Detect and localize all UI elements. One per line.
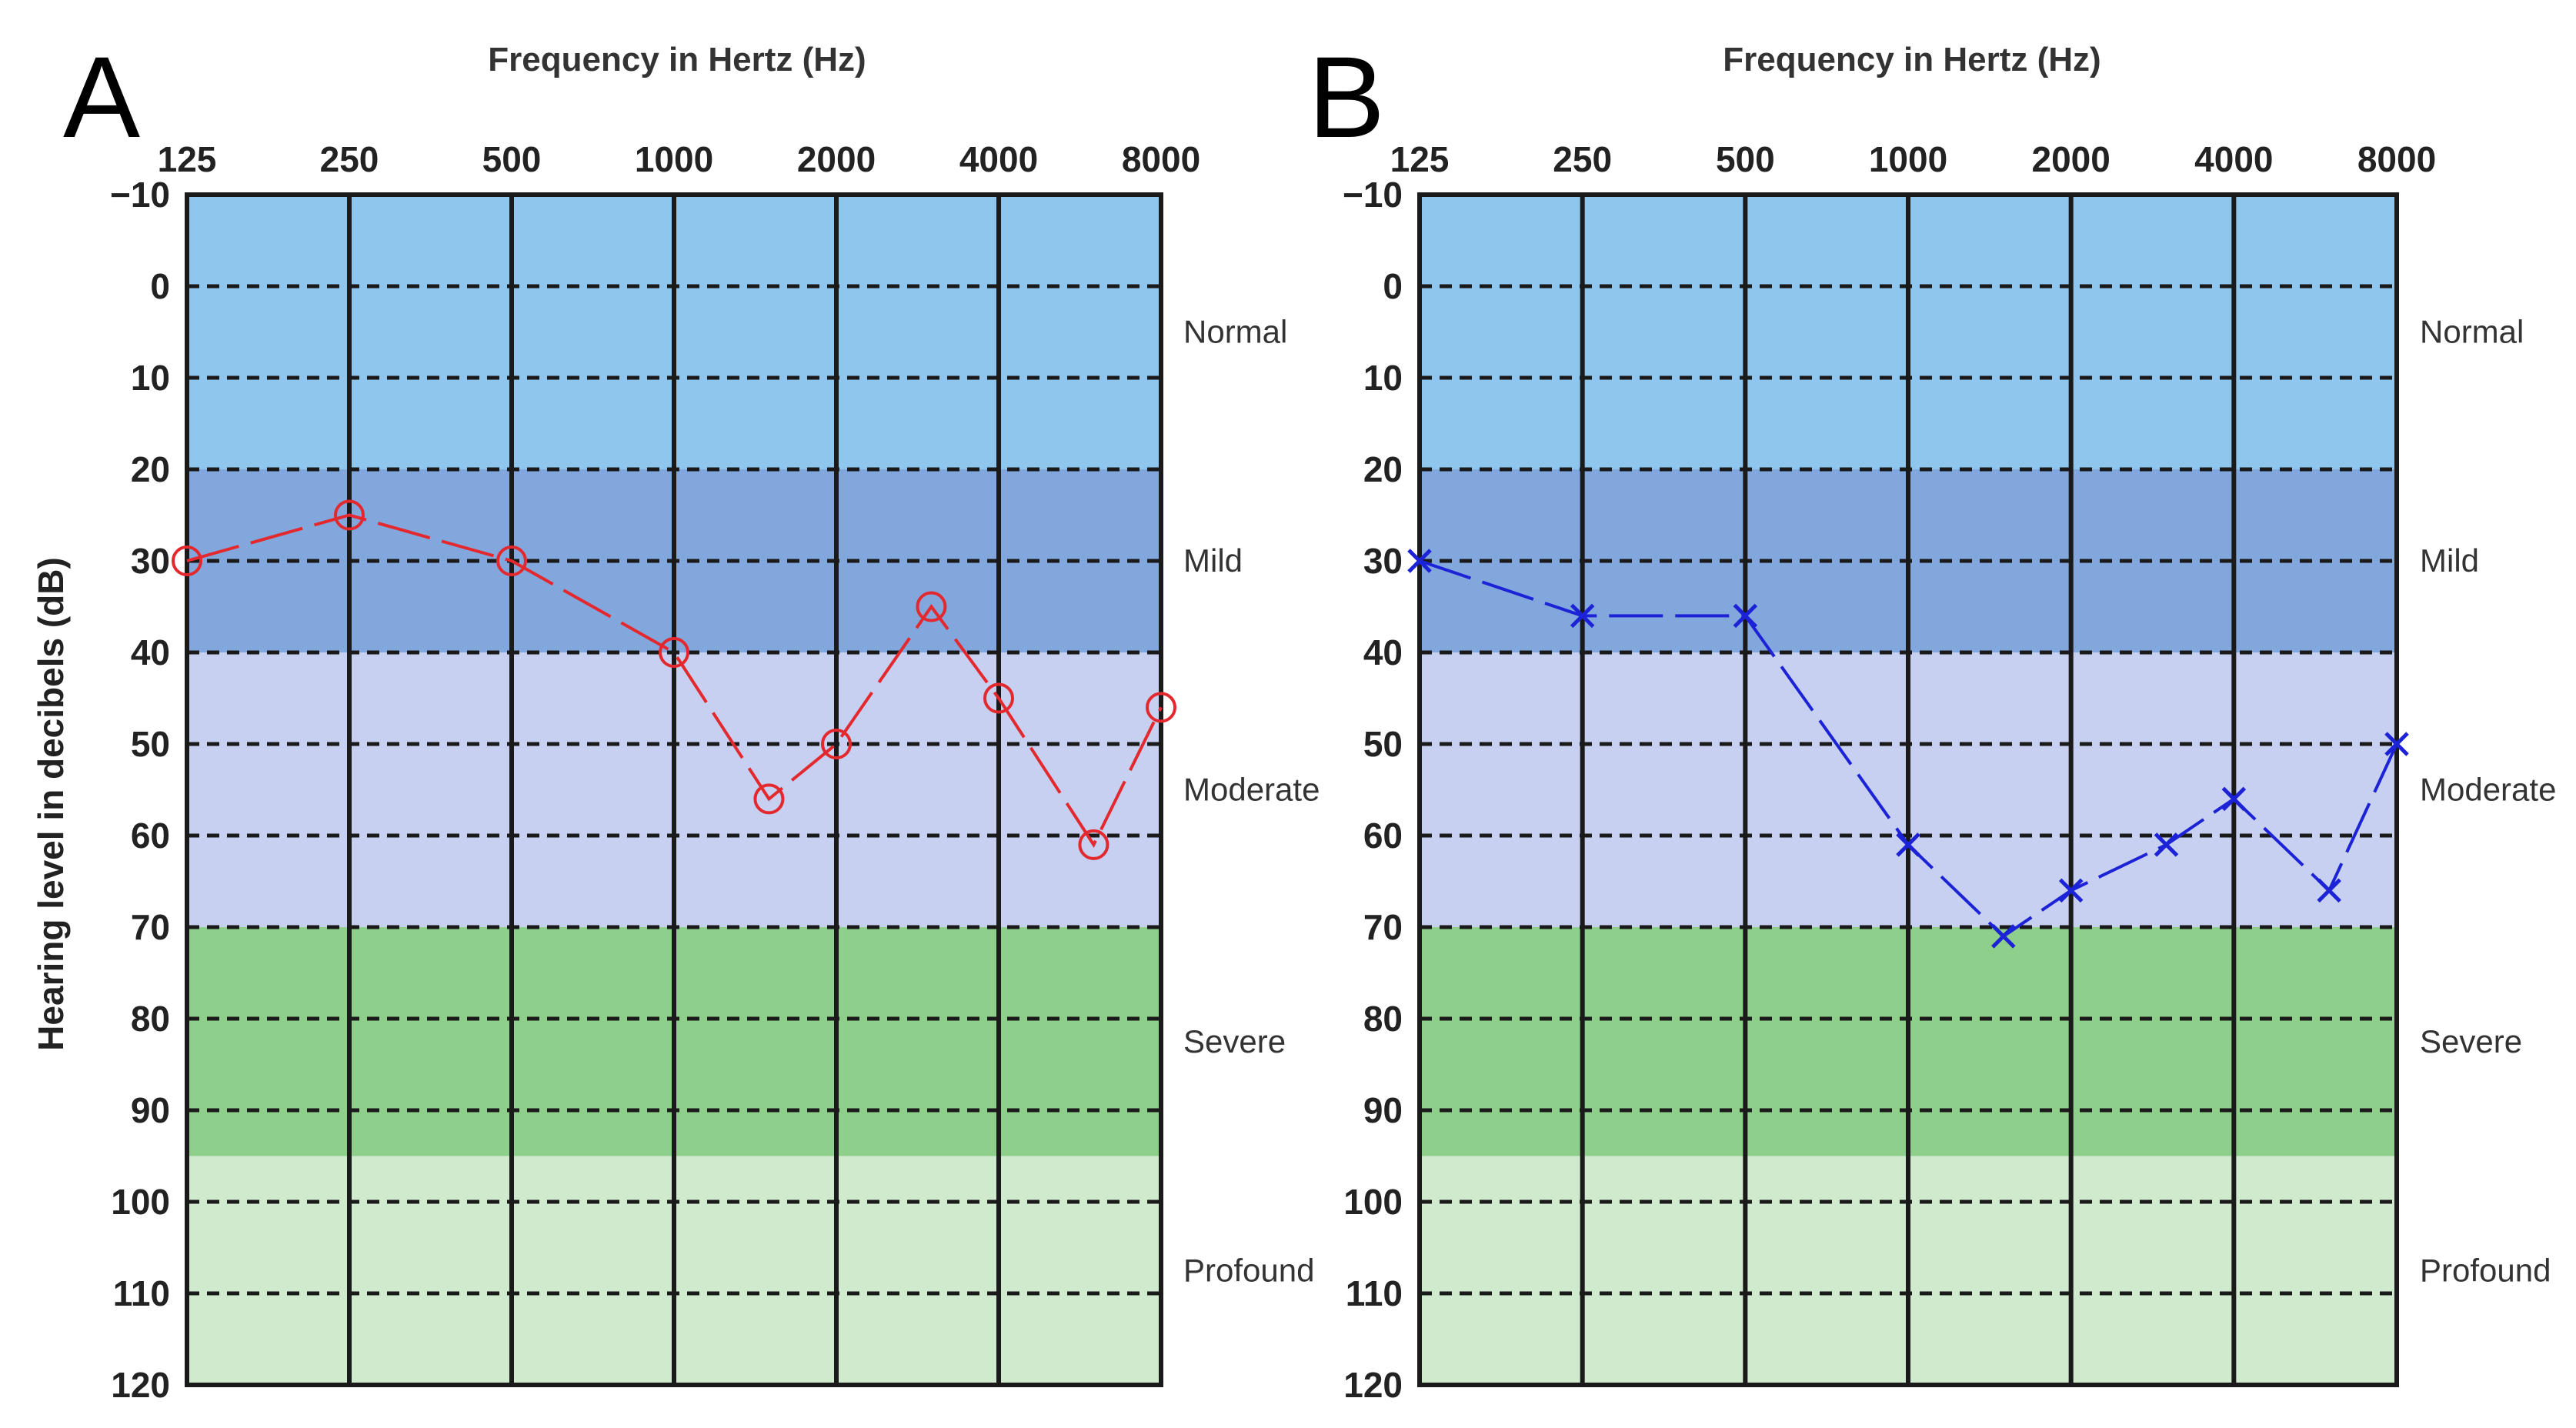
- panel-b-x-tick-4000: 4000: [2194, 139, 2273, 179]
- panel-a-y-tick-60: 60: [131, 816, 170, 856]
- panel-b-point-500hz: [1733, 603, 1758, 629]
- panel-b-point-1000hz: [1896, 832, 1920, 857]
- panel-a-point-8000hz: [1146, 692, 1176, 723]
- panel-b-y-tick-50: 50: [1363, 724, 1403, 764]
- panel-a-y-tick-110: 110: [113, 1273, 170, 1313]
- panel-b-letter: B: [1308, 32, 1385, 162]
- y-axis-title: Hearing level in decibels (dB): [31, 557, 71, 1051]
- panel-b-y-tick-70: 70: [1363, 907, 1403, 947]
- panel-a-y-tick-70: 70: [131, 907, 170, 947]
- panel-b-point-6000hz-stroke-2: [2317, 878, 2341, 903]
- panel-a-letter: A: [63, 32, 140, 162]
- panel-b-band-label-moderate: Moderate: [2420, 772, 2556, 808]
- panel-a-series-line: [186, 513, 1163, 848]
- panel-b-point-2000hz: [2058, 878, 2084, 903]
- panel-b-y-tick-110: 110: [1346, 1273, 1403, 1313]
- panel-a-frame: [185, 192, 1163, 1387]
- audiogram-panel-a: 125 250 500 1000 2000 4000 8000 −10 0 10 20 30 40 50 6…: [63, 32, 1320, 1405]
- panel-a-y-tick-120: 120: [111, 1365, 170, 1405]
- panel-a-point-1500hz: [753, 783, 785, 815]
- panel-a-y-tick-80: 80: [131, 999, 170, 1039]
- panel-b-point-8000hz: [2384, 732, 2409, 756]
- panel-a-y-tick-100: 100: [111, 1182, 170, 1222]
- audiogram-panel-b: 125 250 500 1000 2000 4000 8000 −10 0 10 20 30 40 50 6…: [1308, 32, 2556, 1405]
- panel-b-x-tick-250: 250: [1553, 139, 1612, 179]
- panel-a-x-tick-500: 500: [482, 139, 542, 179]
- panel-b-point-2000hz-stroke-2: [2058, 878, 2084, 903]
- panel-b-point-125hz: [1407, 549, 1432, 573]
- panel-a-point-2000hz: [821, 729, 852, 759]
- panel-a-y-tick-0: 0: [150, 266, 170, 306]
- panel-b-y-tick-120: 120: [1343, 1365, 1403, 1405]
- panel-a-y-tick-10: 10: [131, 358, 170, 398]
- panel-a-y-tick-50: 50: [131, 724, 170, 764]
- panel-a-point-6000hz: [1078, 829, 1109, 860]
- panel-a-point-3000hz: [916, 591, 947, 622]
- panel-b-point-1500hz-stroke-2: [1991, 924, 2016, 949]
- panel-b-x-tick-1000: 1000: [1869, 139, 1947, 179]
- panel-b-y-tick-80: 80: [1363, 999, 1403, 1039]
- panel-a-band-label-mild: Mild: [1183, 542, 1243, 579]
- panel-b-title: Frequency in Hertz (Hz): [1723, 41, 2101, 78]
- panel-a-band-label-moderate: Moderate: [1183, 772, 1320, 808]
- panel-b-point-3000hz: [2154, 832, 2179, 857]
- panel-a-x-tick-1000: 1000: [635, 139, 713, 179]
- panel-a-x-tick-4000: 4000: [959, 139, 1038, 179]
- panel-b-y-tick-90: 90: [1363, 1090, 1403, 1130]
- panel-a-point-250hz: [334, 499, 365, 531]
- panel-b-band-label-mild: Mild: [2420, 542, 2479, 579]
- panel-a-band-label-profound: Profound: [1183, 1252, 1314, 1288]
- panel-a-x-tick-250: 250: [320, 139, 379, 179]
- panel-b-point-4000hz: [2221, 786, 2247, 812]
- panel-a-point-4000hz: [983, 682, 1014, 714]
- panel-a-x-tick-125: 125: [158, 139, 217, 179]
- panel-a-point-125hz: [172, 546, 202, 576]
- panel-a-y-tick-90: 90: [131, 1090, 170, 1130]
- panel-b-point-250hz-stroke-2: [1570, 603, 1595, 629]
- panel-b-y-tick-40: 40: [1363, 632, 1403, 672]
- panel-b-y-tick-10: −10: [1343, 175, 1403, 215]
- panel-a-title: Frequency in Hertz (Hz): [488, 41, 866, 78]
- panel-b-point-4000hz-stroke-2: [2221, 786, 2247, 812]
- panel-b-point-1000hz-stroke-2: [1896, 832, 1920, 857]
- panel-b-y-tick-100: 100: [1343, 1182, 1403, 1222]
- panel-a-y-tick-40: 40: [131, 632, 170, 672]
- panel-b-y-tick-30: 30: [1363, 541, 1403, 581]
- panel-b-y-tick-0: 0: [1383, 266, 1403, 306]
- panel-a-y-tick-20: 20: [131, 449, 170, 489]
- panel-b-y-tick-60: 60: [1363, 816, 1403, 856]
- panel-b-point-6000hz: [2317, 878, 2341, 903]
- panel-b-point-250hz: [1570, 603, 1595, 629]
- panel-b-x-tick-125: 125: [1390, 139, 1450, 179]
- panel-a-point-500hz: [496, 546, 527, 576]
- panel-b-frame: [1417, 192, 2399, 1387]
- panel-b-point-1500hz: [1991, 924, 2016, 949]
- panel-b-y-tick-10: 10: [1363, 358, 1403, 398]
- panel-a-x-tick-8000: 8000: [1122, 139, 1200, 179]
- panel-b-series-line: [1419, 559, 2398, 939]
- panel-b-band-label-profound: Profound: [2420, 1252, 2551, 1288]
- panel-b-point-125hz-stroke-2: [1407, 549, 1432, 573]
- panel-a-band-label-severe: Severe: [1183, 1023, 1286, 1059]
- panel-a-y-tick-30: 30: [131, 541, 170, 581]
- panel-b-x-tick-8000: 8000: [2357, 139, 2436, 179]
- panel-a-y-tick-10: −10: [110, 175, 170, 215]
- panel-b-band-label-normal: Normal: [2420, 314, 2524, 350]
- panel-b-x-tick-2000: 2000: [2031, 139, 2110, 179]
- panel-b-point-8000hz-stroke-2: [2384, 732, 2409, 756]
- panel-b-y-tick-20: 20: [1363, 449, 1403, 489]
- panel-a-point-1000hz: [659, 637, 689, 668]
- panel-a-x-tick-2000: 2000: [797, 139, 876, 179]
- panel-b-point-500hz-stroke-2: [1733, 603, 1758, 629]
- panel-a-band-label-normal: Normal: [1183, 314, 1287, 350]
- panel-b-x-tick-500: 500: [1716, 139, 1775, 179]
- panel-b-point-3000hz-stroke-2: [2154, 832, 2179, 857]
- panel-b-band-label-severe: Severe: [2420, 1023, 2522, 1059]
